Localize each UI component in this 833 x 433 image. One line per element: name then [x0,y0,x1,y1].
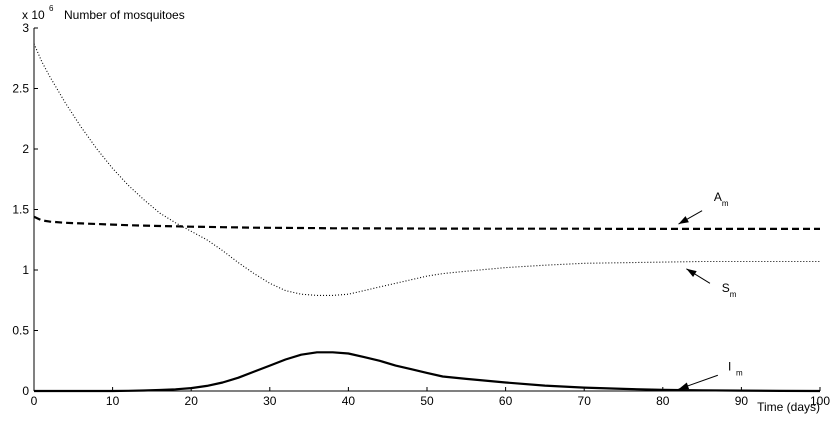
series-am-label-subscript: m [722,199,729,208]
y-axis-label: Number of mosquitoes [64,8,185,22]
y-tick-label: 2 [22,142,29,156]
series-im-line [34,351,821,393]
x-tick-label: 30 [263,394,277,408]
x-tick-label: 50 [420,394,434,408]
y-tick-label: 0.5 [12,324,29,338]
series-im-arrow-head [678,382,690,390]
series-lines [33,43,821,393]
series-im-label-subscript: m [736,368,743,377]
series-am-label: A [714,190,722,204]
y-tick-label: 1.5 [12,203,29,217]
x-axis-label: Time (days) [757,400,820,414]
axes [33,28,820,392]
x-tick-label: 70 [578,394,592,408]
y-ticks: 0 0.5 1 1.5 2 2.5 3 [12,21,38,398]
x-tick-label: 80 [656,394,670,408]
y-tick-label: 0 [22,384,29,398]
x-ticks: 0 10 20 30 40 50 60 70 80 90 100 [31,387,830,408]
x-tick-label: 0 [31,394,38,408]
x-tick-label: 40 [342,394,356,408]
x-tick-label: 100 [810,394,830,408]
multiplier-exponent: 6 [49,4,54,13]
series-am-arrow-head [678,216,689,224]
x-tick-label: 60 [499,394,513,408]
series-sm-label: S [722,281,730,295]
x-tick-label: 90 [735,394,749,408]
series-im-label: I [728,359,731,373]
y-tick-label: 1 [22,263,29,277]
series-sm-label-subscript: m [730,290,737,299]
y-axis-multiplier: x 10 6 [22,4,54,22]
series-am-line [33,215,820,230]
x-tick-label: 20 [185,394,199,408]
multiplier-base: x 10 [22,8,45,22]
y-tick-label: 3 [22,21,29,35]
series-sm-arrow-head [686,268,697,277]
y-tick-label: 2.5 [12,82,29,96]
series-sm-line [33,43,820,296]
x-tick-label: 10 [106,394,120,408]
